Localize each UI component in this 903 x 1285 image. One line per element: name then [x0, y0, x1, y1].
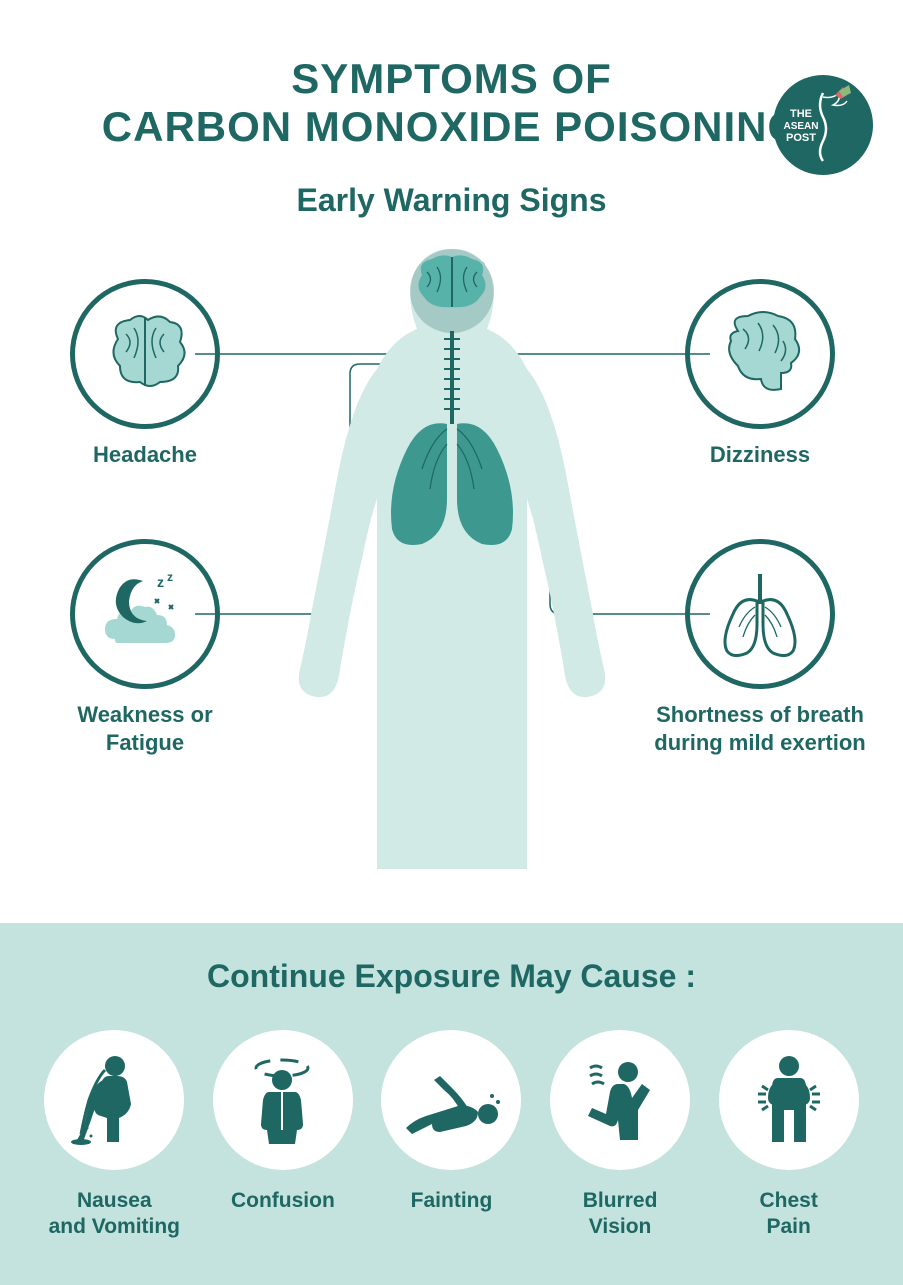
subtitle: Early Warning Signs: [0, 182, 903, 219]
label-line: Pain: [766, 1215, 810, 1238]
symptom-label: Shortness of breath during mild exertion: [650, 701, 870, 758]
exposure-nausea: Nausea and Vomiting: [30, 1030, 199, 1241]
exposure-label: Fainting: [367, 1188, 536, 1214]
confusion-icon: [235, 1050, 330, 1150]
body-diagram-section: Headache Dizziness z z Weakness or Fatig…: [0, 239, 903, 879]
exposure-label: Chest Pain: [704, 1188, 873, 1241]
title-line1: SYMPTOMS OF: [291, 55, 612, 102]
exposure-circle: [44, 1030, 184, 1170]
symptom-label: Dizziness: [660, 441, 860, 470]
moon-sleep-icon: z z: [95, 569, 195, 659]
exposure-title: Continue Exposure May Cause :: [30, 958, 873, 995]
exposure-circle: [213, 1030, 353, 1170]
exposure-label: Nausea and Vomiting: [30, 1188, 199, 1241]
symptom-fatigue: z z Weakness or Fatigue: [45, 539, 245, 758]
svg-text:z: z: [157, 574, 164, 590]
exposure-row: Nausea and Vomiting Confusion: [30, 1030, 873, 1241]
exposure-chest-pain: Chest Pain: [704, 1030, 873, 1241]
exposure-circle: [550, 1030, 690, 1170]
blurred-vision-icon: [570, 1050, 670, 1150]
label-line: Confusion: [231, 1189, 335, 1212]
symptom-circle: [685, 279, 835, 429]
label-line: Vision: [589, 1215, 652, 1238]
svg-text:THE: THE: [790, 108, 812, 120]
exposure-section: Continue Exposure May Cause : Nausea and…: [0, 923, 903, 1285]
svg-text:ASEAN: ASEAN: [783, 121, 818, 132]
symptom-circle: [70, 279, 220, 429]
page-title: SYMPTOMS OF CARBON MONOXIDE POISONING: [0, 55, 903, 152]
svg-text:z: z: [167, 570, 173, 584]
label-line: and Vomiting: [49, 1215, 180, 1238]
exposure-label: Blurred Vision: [536, 1188, 705, 1241]
label-line: Shortness of breath: [656, 702, 864, 727]
symptom-circle: z z: [70, 539, 220, 689]
exposure-circle: [719, 1030, 859, 1170]
label-line: Weakness or: [77, 702, 212, 727]
logo-svg: THE ASEAN POST: [773, 75, 873, 175]
svg-text:POST: POST: [786, 132, 816, 144]
exposure-label: Confusion: [199, 1188, 368, 1214]
vomit-icon: [67, 1050, 162, 1150]
brain-side-icon: [713, 311, 808, 396]
symptom-label: Headache: [45, 441, 245, 470]
lungs-icon: [713, 569, 808, 659]
label-line: during mild exertion: [654, 730, 865, 755]
human-body-icon: [282, 249, 622, 869]
symptom-dizziness: Dizziness: [660, 279, 860, 470]
label-line: Fainting: [411, 1189, 493, 1212]
exposure-blurred: Blurred Vision: [536, 1030, 705, 1241]
exposure-confusion: Confusion: [199, 1030, 368, 1214]
brand-logo: THE ASEAN POST: [773, 75, 873, 175]
symptom-breath: Shortness of breath during mild exertion: [650, 539, 870, 758]
symptom-label: Weakness or Fatigue: [45, 701, 245, 758]
symptom-headache: Headache: [45, 279, 245, 470]
label-line: Blurred: [583, 1189, 658, 1212]
symptom-circle: [685, 539, 835, 689]
label-line: Nausea: [77, 1189, 152, 1212]
chest-pain-icon: [744, 1050, 834, 1150]
label-line: Chest: [759, 1189, 817, 1212]
exposure-circle: [381, 1030, 521, 1170]
label-line: Fatigue: [106, 730, 184, 755]
title-line2: CARBON MONOXIDE POISONING: [102, 103, 801, 150]
faint-icon: [396, 1060, 506, 1140]
brain-front-icon: [98, 314, 193, 394]
exposure-fainting: Fainting: [367, 1030, 536, 1214]
